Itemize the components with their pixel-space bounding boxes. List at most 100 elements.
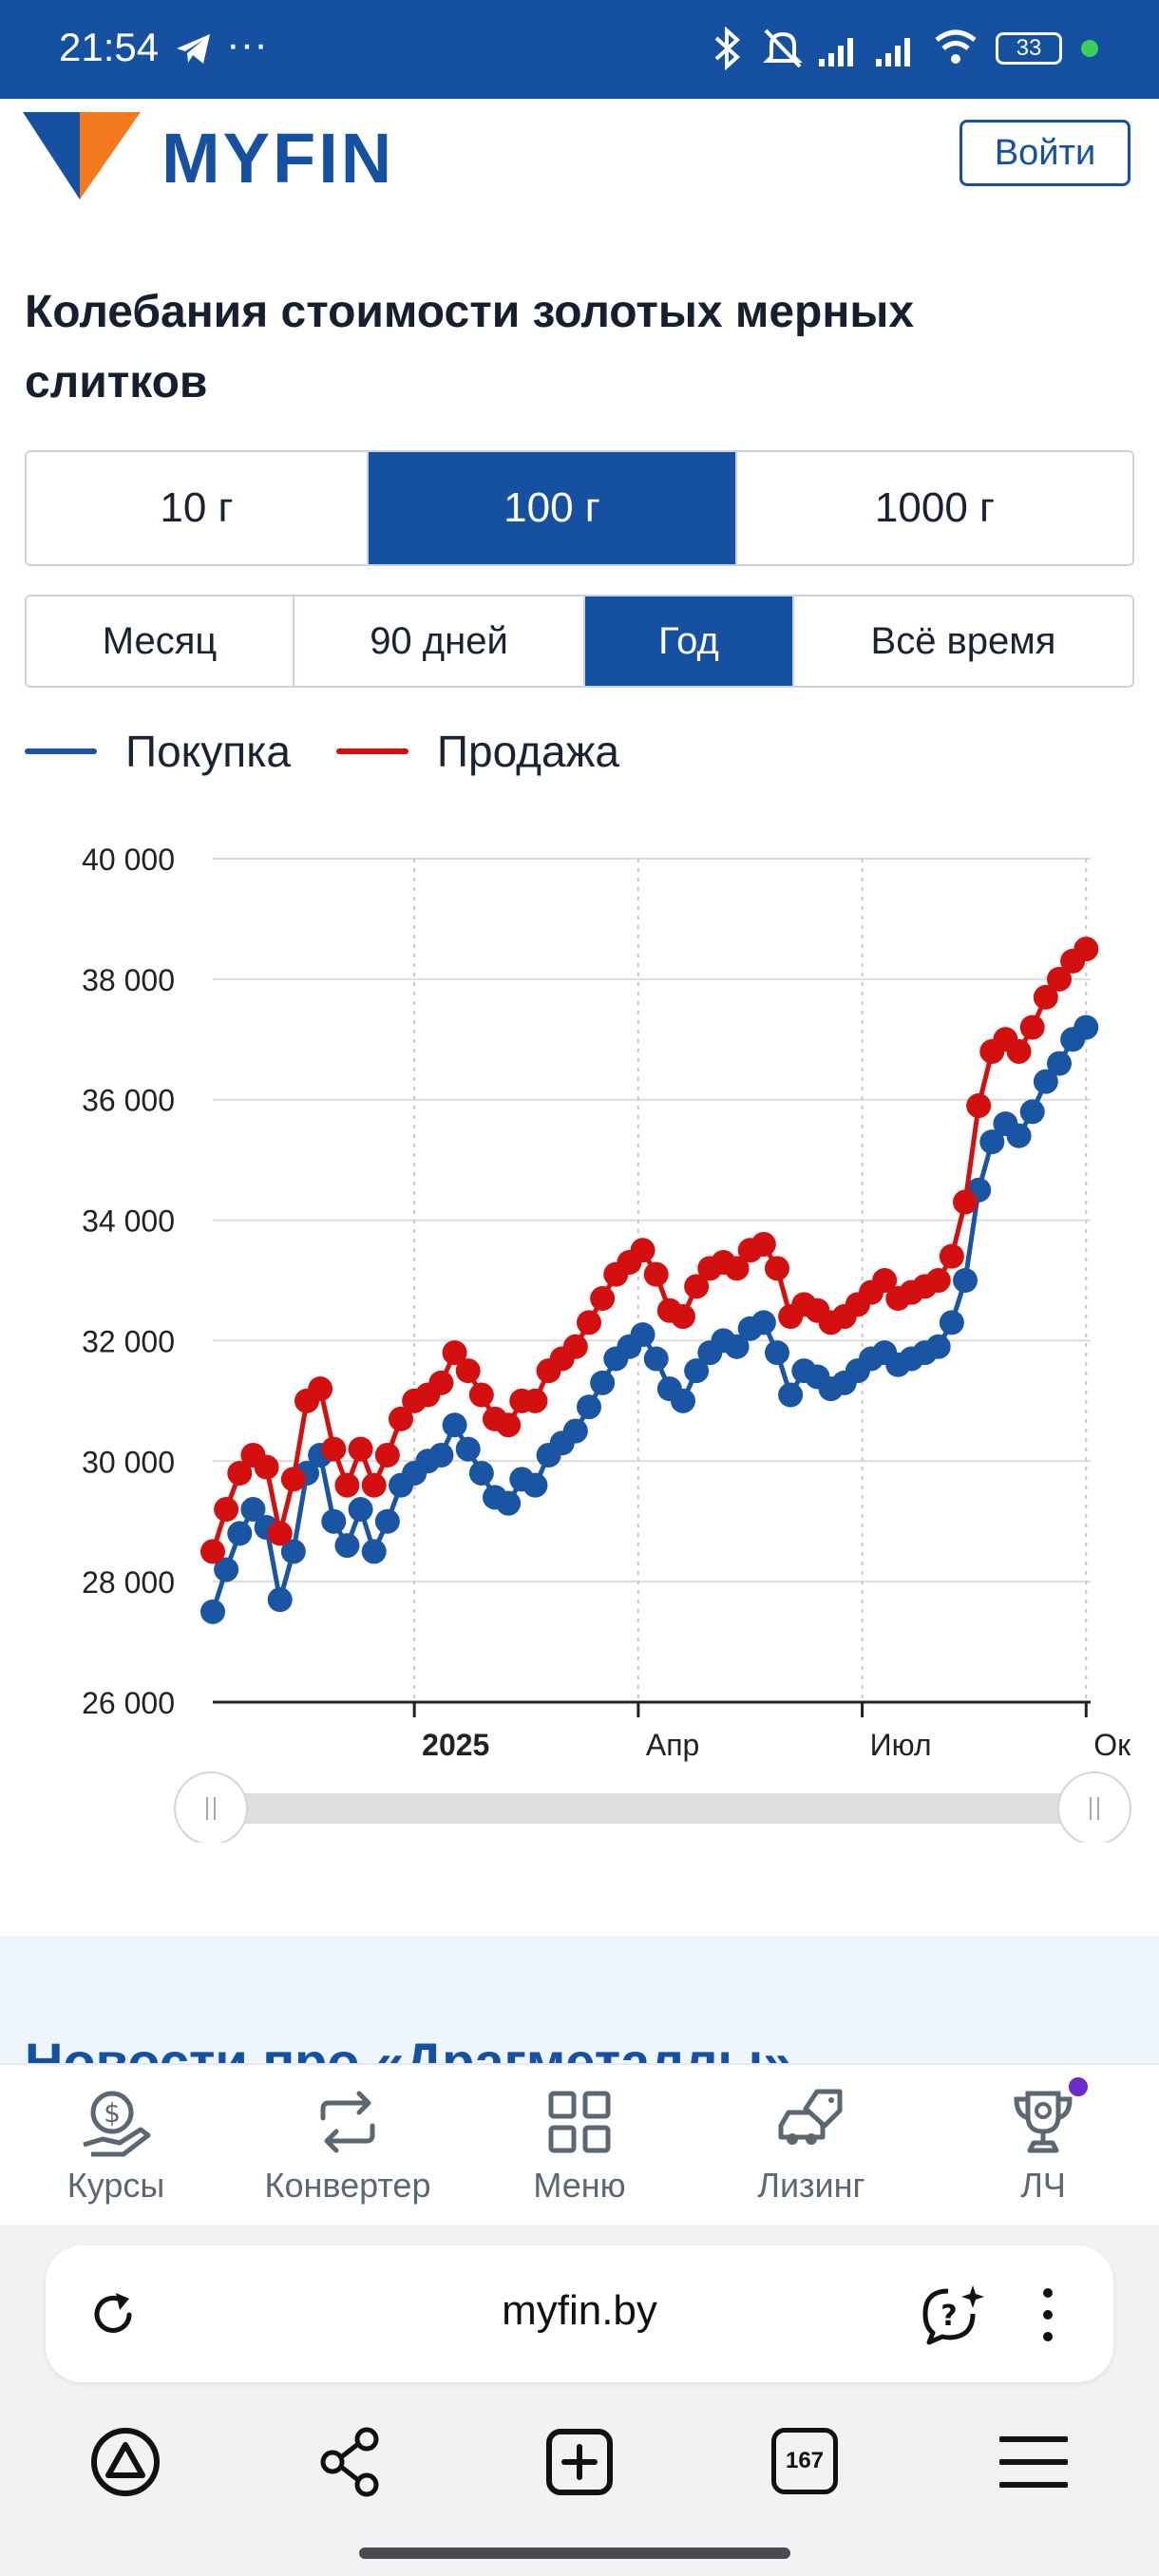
data-point-sell: [1006, 1038, 1032, 1064]
data-point-sell: [939, 1243, 964, 1269]
nav-item-personal[interactable]: ЛЧ: [927, 2065, 1159, 2226]
news-title[interactable]: Новости про «Драгметаллы»: [25, 2032, 793, 2063]
wifi-icon: [935, 29, 977, 64]
y-tick-label: 34 000: [82, 1204, 175, 1239]
data-point-sell: [724, 1256, 750, 1281]
data-point-buy: [750, 1310, 776, 1335]
data-point-sell: [522, 1388, 548, 1413]
status-more-dots: ···: [226, 21, 268, 67]
x-tick-label: Апр: [646, 1728, 699, 1762]
y-tick-label: 36 000: [82, 1084, 175, 1118]
exchange-arrows-icon: [320, 2091, 375, 2153]
data-point-buy: [643, 1346, 669, 1372]
period-option-month[interactable]: Месяц: [27, 597, 294, 686]
ai-assistant-icon[interactable]: ?: [920, 2283, 986, 2346]
data-point-buy: [939, 1310, 964, 1335]
legend-item-sell[interactable]: Продажа: [335, 726, 619, 777]
legend-label-sell: Продажа: [436, 727, 619, 776]
svg-text:$: $: [104, 2097, 121, 2129]
login-button[interactable]: Войти: [960, 120, 1130, 186]
share-icon[interactable]: [317, 2426, 384, 2498]
home-indicator[interactable]: [359, 2548, 790, 2559]
data-point-buy: [214, 1557, 239, 1582]
alice-icon[interactable]: [89, 2426, 162, 2498]
data-point-sell: [200, 1539, 225, 1564]
reload-icon[interactable]: [87, 2289, 139, 2340]
weight-option-1000g[interactable]: 1000 г: [737, 452, 1132, 564]
notification-dot: [1066, 2074, 1091, 2099]
weight-option-10g[interactable]: 10 г: [27, 452, 369, 564]
range-slider-handle-left[interactable]: [174, 1771, 248, 1843]
new-tab-icon[interactable]: [545, 2428, 614, 2496]
status-time: 21:54: [59, 25, 160, 69]
data-point-sell: [428, 1370, 454, 1395]
data-point-sell: [361, 1472, 387, 1498]
site-header: MYFIN Войти: [0, 99, 1159, 226]
nav-label-rates: Курсы: [66, 2166, 165, 2205]
data-point-sell: [643, 1261, 669, 1287]
data-point-sell: [280, 1467, 306, 1492]
data-point-sell: [374, 1442, 400, 1468]
nav-item-rates[interactable]: $ Курсы: [0, 2065, 232, 2226]
signal-icon: [876, 38, 910, 66]
myfin-logo-icon[interactable]: [23, 112, 142, 203]
bluetooth-icon: [714, 27, 740, 70]
data-point-buy: [577, 1394, 601, 1420]
data-point-sell: [496, 1412, 522, 1438]
data-point-sell: [254, 1454, 279, 1480]
data-point-buy: [522, 1472, 548, 1498]
period-selector: Месяц 90 дней Год Всё время: [25, 595, 1134, 688]
weight-option-100g[interactable]: 100 г: [369, 452, 737, 564]
x-tick-label: Июл: [870, 1728, 932, 1762]
period-option-90-days[interactable]: 90 дней: [294, 597, 585, 686]
tabs-counter-button[interactable]: 167: [771, 2428, 838, 2494]
nav-item-converter[interactable]: Конвертер: [232, 2065, 464, 2226]
data-point-sell: [590, 1286, 616, 1312]
chart-legend: Покупка Продажа: [25, 718, 665, 785]
data-point-sell: [348, 1436, 373, 1462]
y-tick-label: 30 000: [82, 1445, 175, 1479]
currency-hand-icon: $: [83, 2091, 151, 2157]
data-point-sell: [953, 1189, 978, 1215]
data-point-buy: [590, 1370, 616, 1395]
legend-item-buy[interactable]: Покупка: [25, 726, 291, 777]
period-option-year[interactable]: Год: [585, 597, 794, 686]
hamburger-menu-icon[interactable]: [999, 2434, 1068, 2491]
more-vertical-icon[interactable]: [1037, 2285, 1058, 2344]
legend-swatch-sell: [335, 748, 408, 754]
nav-item-leasing[interactable]: Лизинг: [695, 2065, 927, 2226]
nav-item-menu[interactable]: Меню: [464, 2065, 695, 2226]
url-text[interactable]: myfin.by: [502, 2287, 657, 2334]
data-point-sell: [468, 1382, 494, 1408]
data-point-buy: [428, 1442, 454, 1468]
page-title: Колебания стоимости золотых мерных слитк…: [25, 287, 915, 407]
green-dot-indicator: [1081, 40, 1098, 57]
y-tick-label: 40 000: [82, 843, 175, 877]
data-point-buy: [684, 1358, 710, 1384]
data-point-sell: [214, 1497, 239, 1523]
data-point-sell: [1019, 1014, 1045, 1040]
data-point-buy: [496, 1490, 522, 1516]
data-point-buy: [778, 1382, 804, 1408]
price-chart: 40 000 38 000 36 000 34 000 32 000 30 000 28 0…: [82, 843, 1131, 1843]
data-point-sell: [750, 1231, 776, 1257]
legend-label-buy: Покупка: [125, 727, 291, 776]
data-point-buy: [455, 1436, 481, 1462]
car-tag-icon: [778, 2089, 843, 2145]
period-option-all-time[interactable]: Всё время: [794, 597, 1132, 686]
address-bar[interactable]: myfin.by ?: [46, 2245, 1113, 2382]
data-point-buy: [267, 1587, 293, 1613]
logo-text[interactable]: MYFIN: [162, 119, 395, 198]
y-tick-label: 32 000: [82, 1324, 175, 1358]
data-point-sell: [267, 1521, 293, 1546]
data-point-sell: [1047, 966, 1072, 992]
data-point-sell: [308, 1376, 333, 1402]
data-point-buy: [1074, 1014, 1099, 1040]
nav-label-leasing: Лизинг: [757, 2166, 865, 2205]
range-slider-handle-right[interactable]: [1057, 1771, 1131, 1843]
x-tick-label: Ок: [1093, 1728, 1131, 1762]
data-point-buy: [724, 1334, 750, 1359]
battery-icon: 33: [996, 32, 1062, 65]
data-point-buy: [227, 1521, 253, 1546]
data-point-sell: [925, 1268, 951, 1293]
